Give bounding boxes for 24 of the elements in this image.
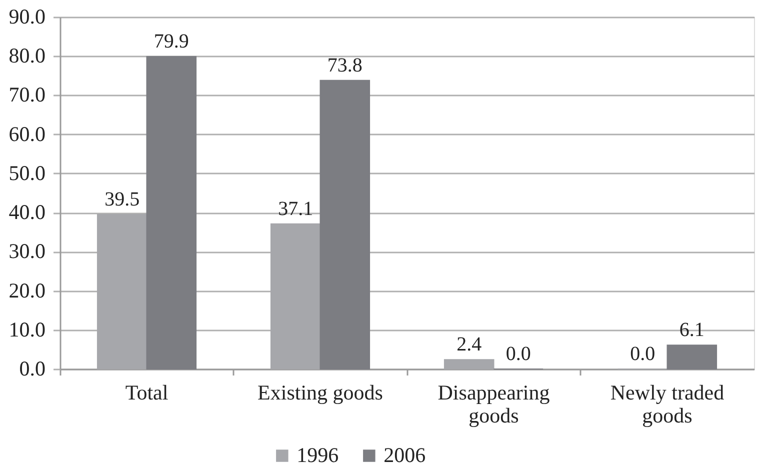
x-tick-label: Disappearing goods — [438, 380, 550, 428]
y-tick-label: 0.0 — [19, 356, 46, 380]
x-tick-label: Total — [125, 380, 168, 404]
x-tick-label: Existing goods — [258, 380, 383, 404]
data-label: 0.0 — [630, 343, 656, 365]
y-tick-label: 30.0 — [8, 239, 46, 264]
y-tick-label: 70.0 — [8, 82, 46, 107]
y-tick-label: 80.0 — [8, 44, 46, 68]
y-tick-label: 50.0 — [8, 160, 46, 185]
y-tick-label: 40.0 — [8, 200, 46, 224]
data-label: 2.4 — [456, 334, 482, 356]
x-tick-label: Newly traded goods — [610, 380, 725, 428]
data-label: 0.0 — [506, 343, 531, 365]
data-label: 79.9 — [154, 30, 189, 52]
data-label: 37.1 — [278, 198, 314, 220]
data-label: 73.8 — [327, 54, 362, 76]
y-tick-label: 60.0 — [8, 122, 46, 146]
y-tick-label: 10.0 — [8, 317, 46, 342]
y-tick-label: 90.0 — [8, 4, 46, 28]
legend-label: 1996 — [296, 442, 339, 467]
legend-label: 2006 — [384, 442, 426, 467]
data-label: 6.1 — [679, 319, 704, 342]
y-tick-label: 20.0 — [8, 278, 46, 302]
data-label: 39.5 — [104, 188, 140, 211]
